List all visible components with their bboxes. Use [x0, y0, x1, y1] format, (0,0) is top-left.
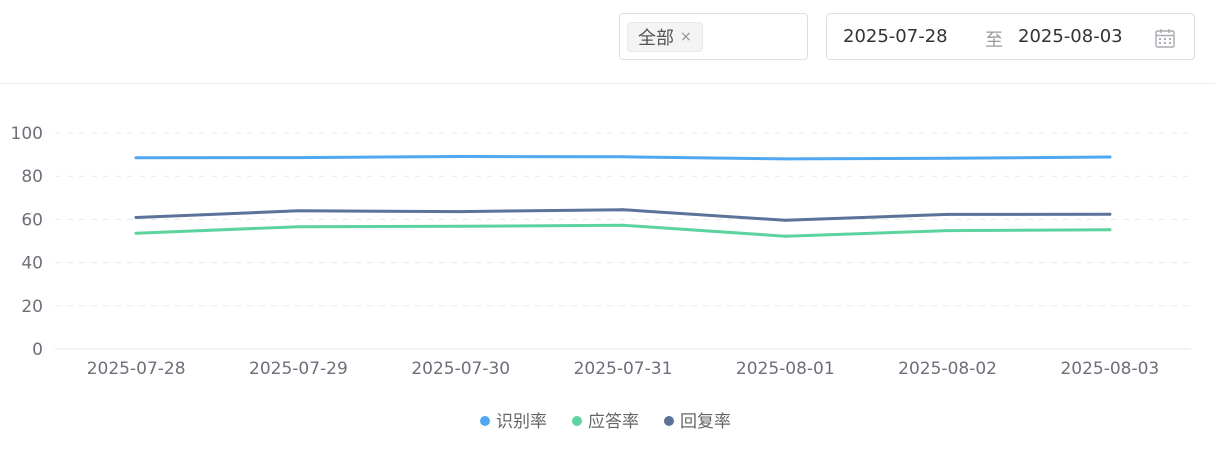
x-tick-label: 2025-08-02 [898, 359, 997, 379]
x-tick-label: 2025-07-29 [249, 359, 348, 379]
legend-item[interactable]: 回复率 [664, 412, 731, 432]
series-line-1[interactable] [134, 223, 1112, 238]
y-tick-label: 0 [32, 340, 43, 360]
tag-close-icon[interactable]: × [680, 29, 692, 45]
data-point[interactable] [459, 155, 463, 159]
data-point[interactable] [134, 156, 138, 160]
legend-marker [664, 416, 674, 426]
x-tick-label: 2025-07-28 [87, 359, 186, 379]
y-tick-label: 80 [21, 167, 43, 187]
data-point[interactable] [621, 155, 625, 159]
data-point[interactable] [134, 215, 138, 219]
data-point[interactable] [783, 157, 787, 161]
legend-label: 识别率 [496, 412, 547, 432]
chart-legend[interactable]: 识别率 应答率 回复率 [480, 412, 731, 432]
data-point[interactable] [621, 223, 625, 227]
channel-select[interactable]: 全部 × [619, 13, 808, 60]
legend-item[interactable]: 应答率 [572, 412, 639, 432]
x-tick-label: 2025-08-03 [1060, 359, 1159, 379]
data-point[interactable] [783, 218, 787, 222]
data-point[interactable] [459, 224, 463, 228]
start-date-input[interactable]: 2025-07-28 [843, 26, 948, 47]
data-point[interactable] [783, 234, 787, 238]
data-point[interactable] [296, 209, 300, 213]
data-point[interactable] [1108, 212, 1112, 216]
y-axis-ticks: 0 20 40 60 80 100 [11, 124, 43, 360]
toolbar: 全部 × 2025-07-28 至 2025-08-03 [0, 0, 1215, 84]
date-range-picker[interactable]: 2025-07-28 至 2025-08-03 [826, 13, 1195, 60]
legend-label: 应答率 [588, 412, 639, 432]
data-point[interactable] [296, 156, 300, 160]
data-point[interactable] [1108, 228, 1112, 232]
y-tick-label: 20 [21, 297, 43, 317]
data-point[interactable] [134, 231, 138, 235]
selected-tag: 全部 × [627, 22, 703, 52]
data-point[interactable] [1108, 155, 1112, 159]
legend-marker [572, 416, 582, 426]
series-line-2[interactable] [134, 208, 1112, 222]
date-separator: 至 [985, 30, 1003, 51]
data-point[interactable] [946, 212, 950, 216]
data-point[interactable] [459, 210, 463, 214]
y-tick-label: 100 [11, 124, 43, 144]
x-axis-ticks: 2025-07-28 2025-07-29 2025-07-30 2025-07-31… [87, 359, 1160, 379]
data-point[interactable] [946, 229, 950, 233]
legend-label: 回复率 [680, 412, 731, 432]
y-tick-label: 60 [21, 210, 43, 230]
data-point[interactable] [296, 225, 300, 229]
calendar-icon[interactable] [1154, 27, 1176, 49]
grid-lines [55, 132, 1191, 350]
y-tick-label: 40 [21, 254, 43, 274]
legend-item[interactable]: 识别率 [480, 412, 547, 432]
data-point[interactable] [946, 156, 950, 160]
x-tick-label: 2025-08-01 [736, 359, 835, 379]
x-tick-label: 2025-07-31 [574, 359, 673, 379]
series-lines [134, 155, 1112, 238]
data-point[interactable] [621, 208, 625, 212]
selected-tag-label: 全部 [638, 28, 674, 49]
end-date-input[interactable]: 2025-08-03 [1018, 26, 1123, 47]
x-tick-label: 2025-07-30 [411, 359, 510, 379]
legend-marker [480, 416, 490, 426]
